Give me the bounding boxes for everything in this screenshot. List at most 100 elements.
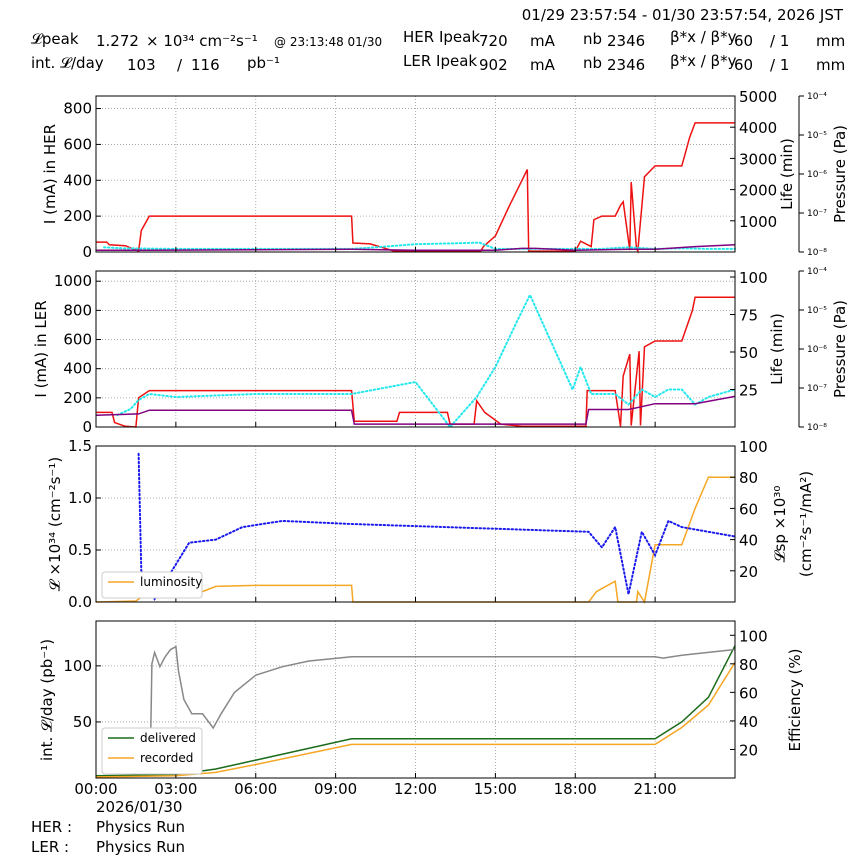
- efficiency-axis-label: Efficiency (%): [786, 649, 804, 752]
- y-right-tick-label: 5000: [739, 88, 777, 106]
- y-tick-label: 800: [63, 100, 92, 118]
- series-line-her-current: [96, 122, 735, 254]
- x-tick-label: 18:00: [554, 780, 597, 798]
- x-tick-label: 00:00: [74, 780, 117, 798]
- x-tick-label: 21:00: [634, 780, 677, 798]
- legend: luminosity: [101, 571, 203, 599]
- series-line-specific-luminosity: [137, 452, 736, 601]
- series-line-ler-pressure: [95, 395, 736, 425]
- y-right-tick-label: 80: [739, 469, 758, 487]
- pressure-tick-label: 10⁻⁶: [807, 345, 827, 355]
- ler-beta-unit: mm: [816, 56, 845, 74]
- series-line-ler-life: [116, 292, 736, 429]
- series-line-her-life: [103, 241, 736, 250]
- series-line-recorded: [95, 662, 736, 778]
- y-right-tick-label: 60: [739, 684, 758, 702]
- panel-1: [95, 95, 804, 254]
- ler-mode-label: LER :: [31, 838, 69, 856]
- y-right-tick-label: 100: [739, 438, 768, 456]
- series-line-delivered: [95, 645, 736, 777]
- ler-ipeak-label: LER Ipeak: [403, 52, 477, 70]
- her-current: 720: [479, 32, 508, 50]
- y-tick-label: 1000: [54, 272, 92, 290]
- y-tick-label: 400: [63, 360, 92, 378]
- y-right-tick-label: 2000: [739, 182, 777, 200]
- intl-unit: pb⁻¹: [247, 54, 280, 72]
- legend-box: [101, 727, 203, 775]
- y-tick-label: 100: [63, 657, 92, 675]
- y-tick-label: 600: [63, 331, 92, 349]
- lpeak-label: 𝓛peak: [31, 30, 79, 48]
- y-tick-label: 1.5: [68, 437, 92, 455]
- intl-separator: /: [177, 56, 183, 74]
- y-right-tick-label: 100: [739, 627, 768, 645]
- her-beta-x: 60: [734, 32, 753, 50]
- y-right-tick-label: 40: [739, 532, 758, 550]
- y-tick-label: 0.5: [68, 541, 92, 559]
- ler-beta-x: 60: [734, 56, 753, 74]
- y-right-tick-label: 60: [739, 500, 758, 518]
- ler-beta-label: β*x / β*y: [670, 52, 737, 70]
- footer-date: 2026/01/30: [96, 798, 182, 816]
- legend-label: delivered: [140, 731, 196, 745]
- y-right-tick-label: 50: [739, 344, 758, 362]
- series-line-her-pressure: [96, 244, 736, 251]
- y-right-tick-label: 75: [739, 307, 758, 325]
- y-tick-label: 200: [63, 389, 92, 407]
- panel-2: [95, 270, 804, 429]
- lpeak-time: @ 23:13:48 01/30: [274, 35, 382, 49]
- pressure-tick-label: 10⁻⁶: [807, 170, 827, 180]
- y-right-tick-label: 20: [739, 563, 758, 581]
- luminosity-axis-label: 𝓛 ×10³⁴ (cm⁻²s⁻¹): [46, 457, 64, 591]
- ler-beta-y: / 1: [770, 56, 789, 74]
- ler-pressure-axis-label: Pressure (Pa): [831, 300, 849, 398]
- y-right-tick-label: 1000: [739, 213, 777, 231]
- y-tick-label: 0: [82, 243, 92, 261]
- her-ipeak-label: HER Ipeak: [403, 28, 480, 46]
- her-pressure-axis-label: Pressure (Pa): [831, 125, 849, 223]
- pressure-tick-label: 10⁻⁵: [807, 306, 827, 316]
- her-unit: mA: [530, 32, 556, 50]
- intl-delivered: 103: [127, 56, 156, 74]
- her-nb: 2346: [607, 32, 645, 50]
- period-text: 01/29 23:57:54 - 01/30 23:57:54, 2026 JS…: [522, 6, 844, 24]
- integrated-luminosity-axis-label: int. 𝓛/day (pb⁻¹): [38, 639, 56, 761]
- panel-4: delivered recorded: [95, 620, 736, 779]
- y-tick-label: 1.0: [68, 489, 92, 507]
- x-tick-label: 06:00: [234, 780, 277, 798]
- her-beta-unit: mm: [816, 32, 845, 50]
- specific-luminosity-axis-label: 𝓛sp ×10³⁰: [771, 486, 789, 563]
- x-tick-label: 03:00: [154, 780, 197, 798]
- pressure-tick-label: 10⁻⁷: [807, 209, 827, 219]
- y-tick-label: 200: [63, 207, 92, 225]
- her-mode-label: HER :: [31, 818, 72, 836]
- y-right-tick-label: 3000: [739, 150, 777, 168]
- series-line-efficiency: [149, 645, 736, 743]
- series-line-ler-current: [96, 296, 735, 428]
- x-tick-label: 15:00: [474, 780, 517, 798]
- her-current-axis-label: I (mA) in HER: [41, 124, 59, 224]
- lpeak-value: 1.272: [96, 32, 139, 50]
- intl-label: int. 𝓛/day: [31, 54, 104, 72]
- her-beta-y: / 1: [770, 32, 789, 50]
- specific-luminosity-unit-label: (cm⁻²s⁻¹/mA²): [797, 471, 815, 577]
- y-tick-label: 0.0: [68, 593, 92, 611]
- ler-nb: 2346: [607, 56, 645, 74]
- y-right-tick-label: 25: [739, 382, 758, 400]
- ler-nb-label: nb: [583, 54, 602, 72]
- ler-life-axis-label: Life (min): [768, 313, 786, 385]
- pressure-tick-label: 10⁻⁴: [807, 267, 827, 277]
- y-right-tick-label: 80: [739, 656, 758, 674]
- intl-recorded: 116: [191, 56, 220, 74]
- legend-box: [101, 571, 203, 599]
- ler-current: 902: [479, 56, 508, 74]
- pressure-tick-label: 10⁻⁸: [807, 248, 827, 258]
- pressure-tick-label: 10⁻⁷: [807, 384, 827, 394]
- her-beta-label: β*x / β*y: [670, 28, 737, 46]
- y-tick-label: 800: [63, 301, 92, 319]
- x-tick-label: 09:00: [314, 780, 357, 798]
- her-life-axis-label: Life (min): [778, 138, 796, 210]
